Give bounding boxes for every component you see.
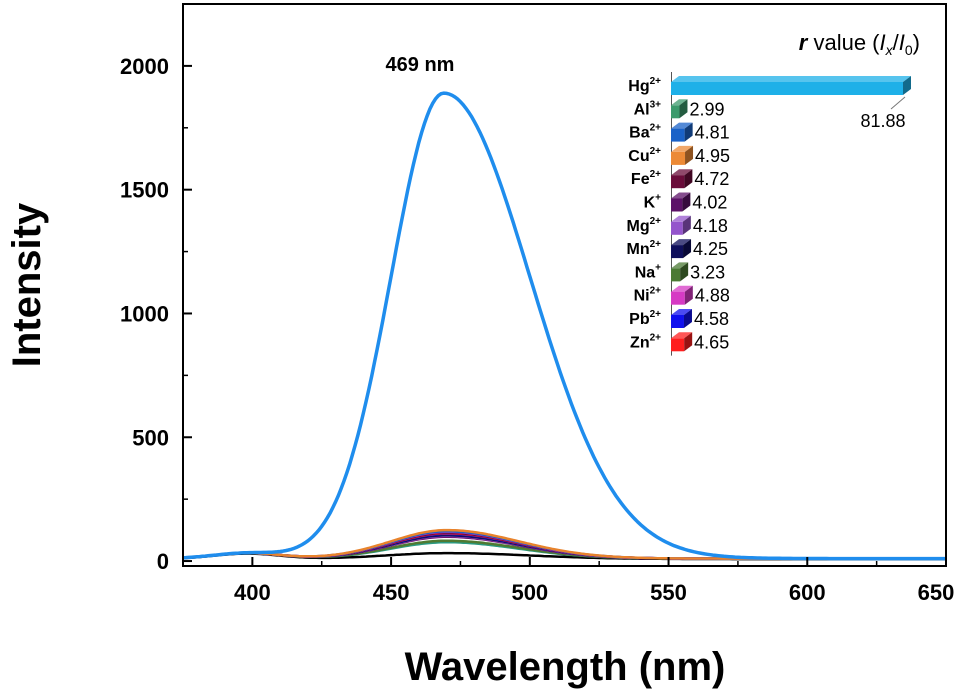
inset-value-label: 4.95 <box>695 146 730 166</box>
y-axis: 0 500 1000 1500 2000 <box>120 3 192 574</box>
r-value-inset: r value (Ix/I0) Hg2+ 81.88 Al3+ 2.99 Ba2+ 4.8… <box>626 30 920 356</box>
inset-bar-front <box>671 151 686 165</box>
inset-ion-label: Pb2+ <box>629 309 661 328</box>
inset-bar-front <box>671 221 683 235</box>
inset-leader-line <box>890 96 906 110</box>
inset-bar <box>671 99 688 119</box>
inset-bar-front <box>671 198 683 212</box>
inset-bar-front <box>671 128 685 142</box>
inset-bar-front <box>671 338 685 352</box>
inset-bar-top <box>671 309 692 315</box>
inset-bar-front <box>671 268 681 282</box>
inset-bar-side <box>682 192 691 212</box>
inset-value-label: 4.02 <box>692 193 727 213</box>
inset-value-label: 4.81 <box>695 123 730 143</box>
inset-bar-side <box>680 262 689 282</box>
inset-bar-side <box>685 145 694 165</box>
inset-bar <box>671 262 689 282</box>
inset-bar-top <box>671 145 694 152</box>
x-axis-title: Wavelength (nm) <box>405 645 726 689</box>
inset-value-label: 3.23 <box>690 262 725 282</box>
inset-ion-label: K+ <box>644 193 662 212</box>
inset-bar <box>671 285 693 305</box>
inset-bar-side <box>684 285 693 305</box>
inset-bar-top <box>671 262 689 269</box>
y-tick-label: 2000 <box>120 54 169 79</box>
inset-bar-top <box>671 99 688 106</box>
inset-bar <box>671 215 691 235</box>
inset-bar-side <box>683 309 692 328</box>
spectrum-line <box>182 91 946 561</box>
inset-bar <box>671 169 693 189</box>
inset-ion-label: Ba2+ <box>629 123 661 142</box>
inset-bars: Hg2+ 81.88 Al3+ 2.99 Ba2+ 4.81 Cu2+ 4.95 Fe2+ 4.7… <box>626 72 911 356</box>
inset-ion-label: Zn2+ <box>630 332 661 351</box>
inset-bar-side <box>684 122 693 142</box>
inset-value-label: 4.58 <box>694 309 729 329</box>
inset-bar-top <box>671 215 691 222</box>
spectra-group <box>182 91 946 561</box>
inset-value-label: 4.72 <box>694 169 729 189</box>
inset-bar-front <box>671 105 680 119</box>
inset-ion-label: Mn2+ <box>626 239 661 258</box>
inset-bar-front <box>671 245 684 259</box>
inset-bar <box>671 145 694 165</box>
y-axis-title: Intensity <box>5 202 49 367</box>
inset-bar-top <box>671 192 691 199</box>
inset-bar-top <box>671 76 911 82</box>
y-tick-label: 0 <box>157 549 169 574</box>
inset-bar-front <box>671 291 685 305</box>
inset-bar-front <box>671 82 903 95</box>
inset-value-label: 4.88 <box>695 286 730 306</box>
inset-ion-label: Hg2+ <box>628 76 661 95</box>
inset-ion-label: Na+ <box>635 262 661 281</box>
y-tick-label: 1500 <box>120 178 169 203</box>
y-tick-label: 1000 <box>120 301 169 326</box>
x-tick-label: 650 <box>918 580 955 605</box>
x-tick-label: 400 <box>234 580 271 605</box>
inset-bar-side <box>682 215 691 235</box>
inset-bar-top <box>671 169 693 176</box>
inset-bar-side <box>683 239 692 259</box>
inset-bar-top <box>671 285 693 292</box>
inset-value-label: 4.18 <box>693 216 728 236</box>
peak-annotation: 469 nm <box>386 54 455 76</box>
inset-bar-side <box>684 332 693 352</box>
inset-bar <box>671 332 693 352</box>
inset-value-label: 4.65 <box>694 332 729 352</box>
inset-bar-front <box>671 175 685 189</box>
plot-frame <box>182 3 947 567</box>
x-tick-label: 600 <box>789 580 826 605</box>
inset-bar <box>671 309 692 328</box>
inset-ion-label: Fe2+ <box>631 169 661 188</box>
inset-bar-front <box>671 315 684 328</box>
inset-ion-label: Cu2+ <box>628 146 661 165</box>
inset-bar-top <box>671 122 693 129</box>
inset-ion-label: Mg2+ <box>626 216 661 235</box>
inset-title: r value (Ix/I0) <box>799 30 920 58</box>
x-tick-label: 550 <box>650 580 687 605</box>
inset-bar-side <box>684 169 693 189</box>
inset-value-label: 4.25 <box>693 239 728 259</box>
inset-value-label: 81.88 <box>860 111 905 131</box>
x-axis: 400 450 500 550 600 650 <box>182 557 955 605</box>
inset-bar-side <box>679 99 688 119</box>
inset-bar <box>671 76 911 95</box>
inset-bar <box>671 122 693 142</box>
inset-bar <box>671 192 691 212</box>
inset-ion-label: Ni2+ <box>634 286 662 305</box>
x-tick-label: 450 <box>373 580 410 605</box>
y-tick-label: 500 <box>132 425 169 450</box>
inset-value-label: 2.99 <box>689 99 724 119</box>
inset-bar-top <box>671 332 693 339</box>
x-tick-label: 500 <box>511 580 548 605</box>
inset-bar-side <box>903 76 911 95</box>
inset-bar-top <box>671 239 692 246</box>
inset-ion-label: Al3+ <box>634 99 662 118</box>
inset-bar <box>671 239 692 259</box>
